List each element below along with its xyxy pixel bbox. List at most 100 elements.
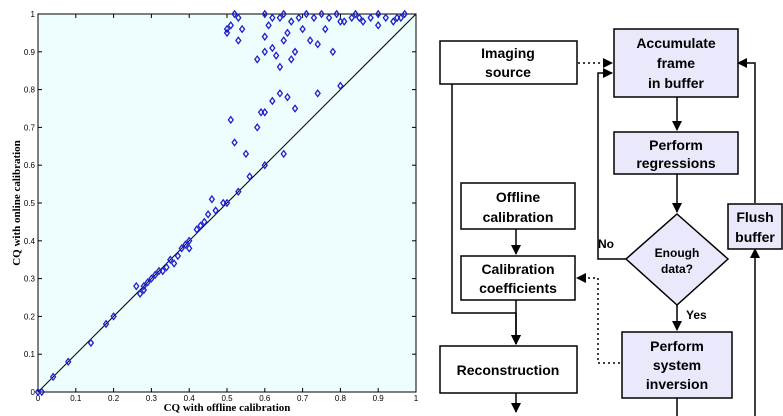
scatter-point — [49, 372, 57, 382]
scatter-point — [163, 262, 170, 272]
scatter-point — [151, 270, 159, 280]
scatter-point — [325, 13, 333, 23]
scatter-point — [167, 255, 174, 264]
scatter-point — [38, 387, 45, 397]
scatter-point — [140, 285, 148, 295]
node-accumulate-line2: frame — [657, 55, 695, 71]
scatter-point — [235, 187, 242, 196]
scatter-point — [261, 9, 269, 19]
scatter-point — [306, 36, 314, 45]
scatter-point — [261, 160, 269, 170]
scatter-point — [185, 244, 193, 253]
scatter-point — [359, 17, 367, 26]
scatter-point — [390, 17, 397, 26]
scatter-point — [288, 17, 295, 26]
edges — [451, 58, 760, 416]
x-tick-label: 0.1 — [70, 394, 82, 403]
scatter-point — [303, 9, 310, 19]
node-enough-data: Enough data? — [624, 212, 730, 307]
y-tick-label: 0.4 — [24, 237, 36, 246]
scatter-point — [110, 312, 117, 321]
scatter-point — [254, 123, 261, 132]
scatter-point — [276, 13, 284, 23]
scatter-point — [231, 9, 238, 19]
node-imaging-source: Imaging source — [439, 40, 578, 85]
scatter-point — [235, 13, 242, 23]
scatter-point — [193, 225, 200, 234]
scatter-point — [227, 115, 234, 125]
edge-label-yes: Yes — [686, 308, 707, 322]
scatter-point — [182, 240, 189, 249]
x-axis-label: CQ with offline calibration — [164, 402, 291, 414]
x-tick-label: 1 — [414, 394, 419, 403]
node-calibration-coefficients-line2: coefficients — [479, 280, 557, 296]
scatter-point — [197, 221, 204, 230]
x-tick-label: 0.6 — [259, 394, 271, 403]
scatter-point — [314, 89, 321, 98]
scatter-point — [246, 172, 253, 181]
scatter-point — [261, 47, 269, 57]
scatter-point — [204, 210, 212, 219]
x-tick-label: 0.8 — [335, 394, 347, 403]
scatter-point — [159, 266, 166, 276]
node-perform-inversion-line1: Perform — [650, 338, 704, 354]
scatter-point — [340, 17, 348, 26]
scatter-point — [265, 21, 272, 30]
y-tick-label: 0.7 — [24, 123, 36, 132]
x-tick-label: 0.4 — [184, 394, 196, 403]
x-tick-label: 0.7 — [297, 394, 309, 403]
scatter-point — [280, 9, 287, 19]
scatter-point — [329, 47, 337, 57]
edge-inversion-to-coefficients — [576, 273, 620, 364]
x-tick-label: 0.3 — [146, 394, 158, 403]
scatter-point — [295, 13, 303, 23]
node-offline-calibration: Offline calibration — [460, 182, 576, 230]
scatter-point — [284, 28, 291, 38]
scatter-point — [401, 9, 408, 19]
scatter-point — [148, 274, 155, 283]
scatter-point — [136, 289, 144, 299]
scatter-point — [269, 96, 276, 106]
scatter-point — [212, 206, 219, 215]
edge-label-no: No — [598, 237, 614, 251]
y-axis-label: CQ with online calibration — [11, 140, 23, 266]
scatter-point — [280, 149, 287, 159]
node-reconstruction-line1: Reconstruction — [457, 362, 560, 378]
y-tick-label: 0.5 — [24, 199, 36, 208]
scatter-point — [284, 92, 291, 102]
scatter-point — [397, 13, 405, 23]
node-offline-calibration-line2: calibration — [483, 209, 554, 225]
scatter-point — [87, 338, 95, 348]
scatter-point — [374, 9, 382, 19]
node-perform-regressions: Perform regressions — [613, 131, 739, 175]
node-perform-inversion: Perform system inversion — [621, 331, 733, 399]
scatter-point — [318, 9, 325, 19]
scatter-point — [367, 13, 374, 23]
node-flush-buffer-line2: buffer — [735, 229, 775, 245]
scatter-point — [133, 281, 140, 291]
y-tick-label: 0.3 — [24, 275, 36, 284]
y-tick-label: 0.8 — [24, 86, 36, 95]
scatter-point — [291, 104, 299, 113]
node-accumulate-line1: Accumulate — [636, 35, 716, 51]
scatter-point — [276, 62, 284, 72]
scatter-point — [333, 9, 340, 19]
y-tick-label: 0.2 — [24, 312, 36, 321]
node-flush-buffer-line1: Flush — [736, 209, 773, 225]
node-imaging-source-line1: Imaging — [481, 45, 535, 61]
node-accumulate: Accumulate frame in buffer — [613, 28, 739, 98]
scatter-point — [144, 278, 151, 287]
scatter-point — [299, 24, 306, 34]
node-perform-regressions-line2: regressions — [636, 155, 716, 171]
scatter-point — [185, 236, 193, 246]
scatter-point — [261, 32, 269, 41]
scatter-point — [140, 281, 148, 291]
node-flush-buffer: Flush buffer — [727, 203, 783, 250]
scatter-point — [322, 24, 329, 34]
scatter-point — [235, 36, 242, 45]
y-tick-label: 0.6 — [24, 161, 36, 170]
edge-flush-to-accumulate — [737, 58, 756, 203]
scatter-chart: 0 0.1 0.2 0.3 0.4 0.5 0.6 0.7 0.8 0.9 1 0 0.1 0.2 0.3 0… — [11, 9, 419, 414]
edge-diamond-no — [597, 68, 626, 260]
